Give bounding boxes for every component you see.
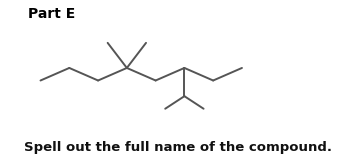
Text: Part E: Part E: [28, 7, 75, 21]
Text: Spell out the full name of the compound.: Spell out the full name of the compound.: [24, 141, 332, 154]
